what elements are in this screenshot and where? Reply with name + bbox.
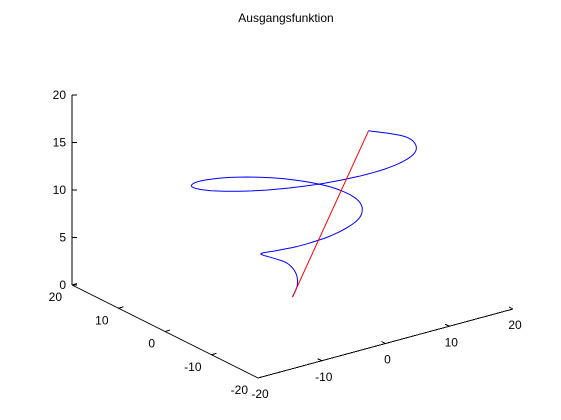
z-tick-label: 20 bbox=[53, 88, 67, 102]
x-tick-mark bbox=[445, 323, 450, 327]
y-tick-label: 20 bbox=[49, 290, 63, 304]
series-layer bbox=[190, 130, 417, 298]
x-tick-label: -20 bbox=[251, 387, 269, 401]
y-tick-mark bbox=[71, 283, 78, 286]
z-tick-label: 0 bbox=[59, 278, 66, 292]
x-tick-label: 10 bbox=[445, 335, 459, 349]
x-tick-mark bbox=[381, 341, 386, 344]
x-tick-label: -10 bbox=[315, 370, 333, 384]
y-tick-mark bbox=[257, 376, 264, 379]
x-tick-label: 0 bbox=[384, 353, 391, 367]
y-tick-label: -20 bbox=[231, 383, 249, 397]
series-line-blue bbox=[190, 130, 417, 298]
z-axis-ticks: 0 5 10 15 20 bbox=[53, 88, 77, 292]
x-tick-mark bbox=[508, 306, 514, 310]
x-tick-mark bbox=[317, 358, 322, 362]
x-tick-mark bbox=[253, 375, 259, 379]
y-tick-mark bbox=[211, 352, 217, 356]
z-tick-label: 5 bbox=[59, 231, 66, 245]
y-tick-label: -10 bbox=[184, 360, 202, 374]
y-tick-label: 10 bbox=[95, 313, 109, 327]
y-tick-label: 0 bbox=[148, 337, 155, 351]
x-tick-label: 20 bbox=[508, 318, 522, 332]
y-tick-mark bbox=[164, 329, 171, 332]
y-axis-ticks: -20 -10 0 10 20 bbox=[49, 283, 264, 397]
z-tick-label: 10 bbox=[53, 183, 67, 197]
x-axis-ticks: -20 -10 0 10 20 bbox=[251, 306, 522, 401]
y-tick-mark bbox=[118, 306, 124, 309]
chart-title: Ausgangsfunktion bbox=[238, 11, 333, 25]
series-line-red bbox=[292, 130, 370, 298]
z-tick-label: 15 bbox=[53, 136, 67, 150]
